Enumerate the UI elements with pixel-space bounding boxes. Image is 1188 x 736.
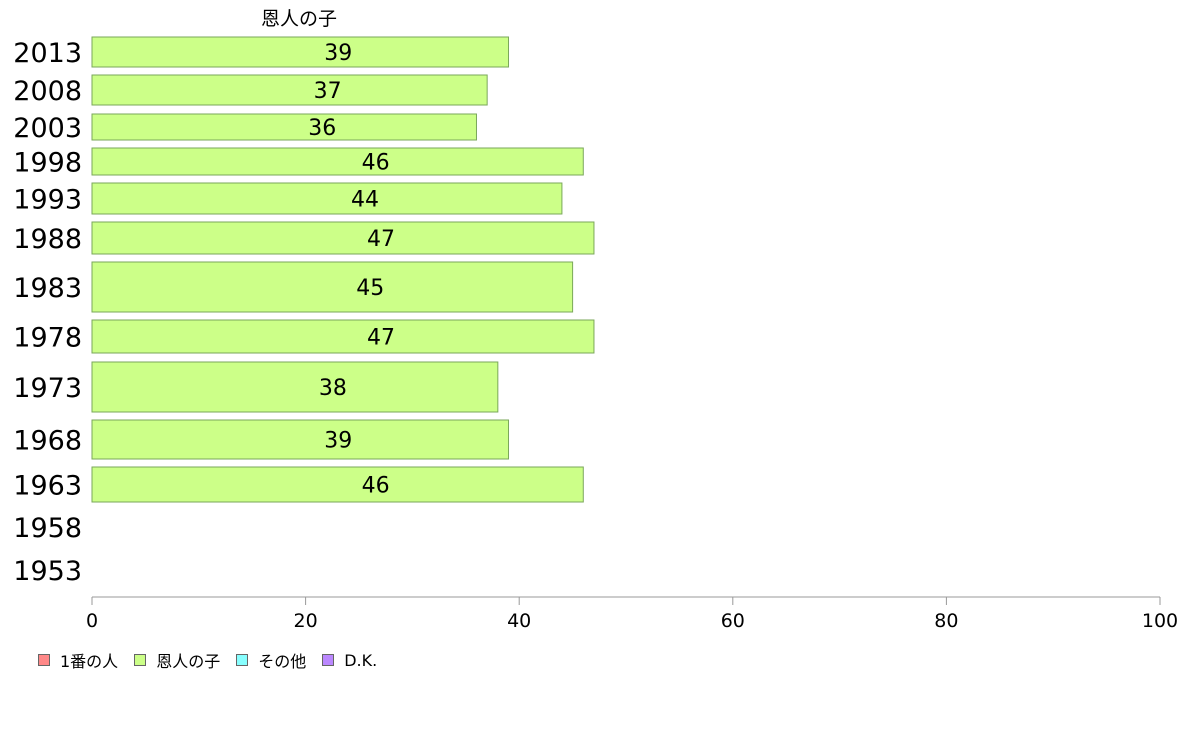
legend-swatch-onjin — [134, 654, 147, 666]
legend-label: D.K. — [344, 650, 378, 670]
x-axis: 0 20 40 60 80 100 — [86, 596, 1178, 632]
bar-2003 — [91, 113, 477, 141]
bar-value-label: 46 — [362, 151, 390, 176]
y-tick-label: 1968 — [13, 426, 82, 457]
bar-1973 — [91, 361, 499, 413]
y-tick-label: 2003 — [13, 113, 82, 144]
bars-group: 39 37 36 46 44 47 45 47 38 39 46 — [91, 36, 595, 503]
x-tick-label: 100 — [1142, 610, 1178, 632]
bar-1993 — [91, 182, 563, 215]
y-tick-label: 2013 — [13, 38, 82, 69]
y-axis-labels: 2013 2008 2003 1998 1993 1988 1983 1978 1973 1968… — [13, 38, 82, 587]
y-tick-label: 1998 — [13, 148, 82, 179]
legend-item: D.K. — [322, 651, 377, 670]
bar-value-label: 38 — [319, 376, 347, 401]
y-tick-label: 2008 — [13, 76, 82, 107]
legend: 1番の人 恩人の子 その他 D.K. — [38, 648, 393, 672]
legend-item: 1番の人 — [38, 648, 118, 672]
bar-value-label: 47 — [367, 326, 395, 351]
bar-2008 — [91, 74, 488, 106]
y-tick-label: 1978 — [13, 323, 82, 354]
x-tick-label: 80 — [934, 610, 958, 632]
y-tick-label: 1963 — [13, 471, 82, 502]
series-title: 恩人の子 — [261, 8, 337, 30]
bar-value-label: 36 — [308, 116, 336, 141]
bar-1963 — [91, 466, 584, 503]
bar-value-label: 39 — [324, 429, 352, 454]
y-tick-label: 1993 — [13, 185, 82, 216]
bar-1988 — [91, 221, 595, 255]
bar-1983 — [91, 261, 574, 313]
bar-1978 — [91, 319, 595, 354]
y-tick-label: 1988 — [13, 224, 82, 255]
y-tick-label: 1953 — [13, 556, 82, 587]
legend-swatch-dk — [322, 654, 335, 666]
bar-1998 — [91, 147, 584, 176]
bar-value-label: 45 — [356, 276, 384, 301]
y-tick-label: 1958 — [13, 513, 82, 544]
legend-item: その他 — [236, 648, 306, 672]
legend-swatch-sonota — [236, 654, 249, 666]
x-tick-label: 40 — [507, 610, 531, 632]
bar-value-label: 46 — [362, 474, 390, 499]
bar-value-label: 39 — [324, 41, 352, 66]
x-tick-label: 0 — [86, 610, 98, 632]
y-tick-label: 1973 — [13, 373, 82, 404]
legend-label: その他 — [258, 652, 307, 671]
legend-label: 1番の人 — [60, 652, 119, 671]
x-tick-label: 60 — [721, 610, 745, 632]
legend-label: 恩人の子 — [156, 652, 221, 671]
x-tick-label: 20 — [294, 610, 318, 632]
y-tick-label: 1983 — [13, 273, 82, 304]
bar-2013 — [91, 36, 510, 68]
bar-value-label: 37 — [314, 79, 342, 104]
legend-item: 恩人の子 — [134, 648, 220, 672]
legend-swatch-1ban — [38, 654, 50, 666]
bar-value-label: 47 — [367, 227, 395, 252]
bar-1968 — [91, 419, 510, 460]
bar-value-label: 44 — [351, 188, 379, 213]
